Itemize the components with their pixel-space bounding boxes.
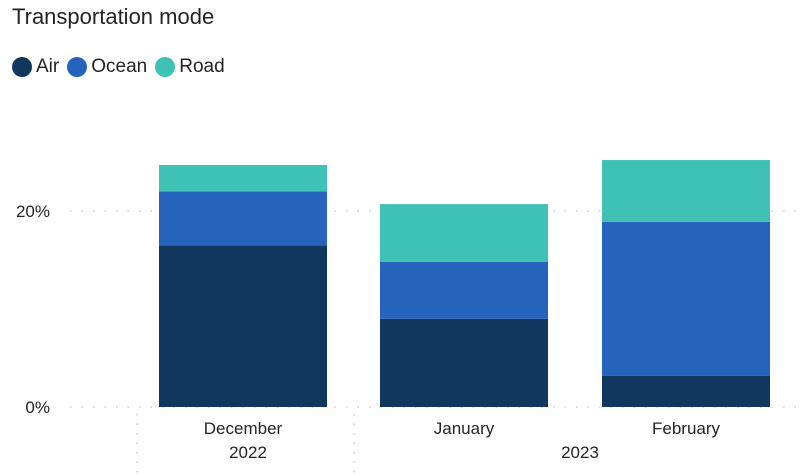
bar-ocean-january bbox=[380, 261, 548, 319]
legend-item-ocean[interactable]: Ocean bbox=[67, 56, 147, 78]
legend: Air Ocean Road bbox=[12, 56, 233, 78]
x-tick-label-february: February bbox=[652, 419, 721, 438]
x-year-label-2022: 2022 bbox=[229, 443, 267, 462]
x-year-label-2023: 2023 bbox=[561, 443, 599, 462]
bar-air-december bbox=[159, 245, 327, 407]
legend-label-air: Air bbox=[36, 56, 60, 77]
x-tick-label-december: December bbox=[204, 419, 283, 438]
legend-label-ocean: Ocean bbox=[91, 56, 148, 77]
bar-road-december bbox=[159, 164, 327, 192]
y-tick-label-0: 0% bbox=[25, 398, 50, 417]
legend-swatch-air bbox=[12, 57, 32, 77]
x-tick-label-january: January bbox=[434, 419, 495, 438]
bar-road-february bbox=[602, 160, 770, 222]
legend-label-road: Road bbox=[179, 56, 225, 77]
legend-item-road[interactable]: Road bbox=[155, 56, 225, 78]
y-tick-label-1: 20% bbox=[16, 202, 50, 221]
bar-ocean-february bbox=[602, 221, 770, 376]
bar-ocean-december bbox=[159, 191, 327, 246]
legend-swatch-road bbox=[155, 57, 176, 77]
bar-air-january bbox=[380, 318, 548, 407]
bar-air-february bbox=[602, 375, 770, 407]
bar-road-january bbox=[380, 204, 548, 262]
legend-item-air[interactable]: Air bbox=[12, 56, 59, 78]
legend-swatch-ocean bbox=[67, 57, 88, 77]
chart-title: Transportation mode bbox=[12, 4, 215, 29]
